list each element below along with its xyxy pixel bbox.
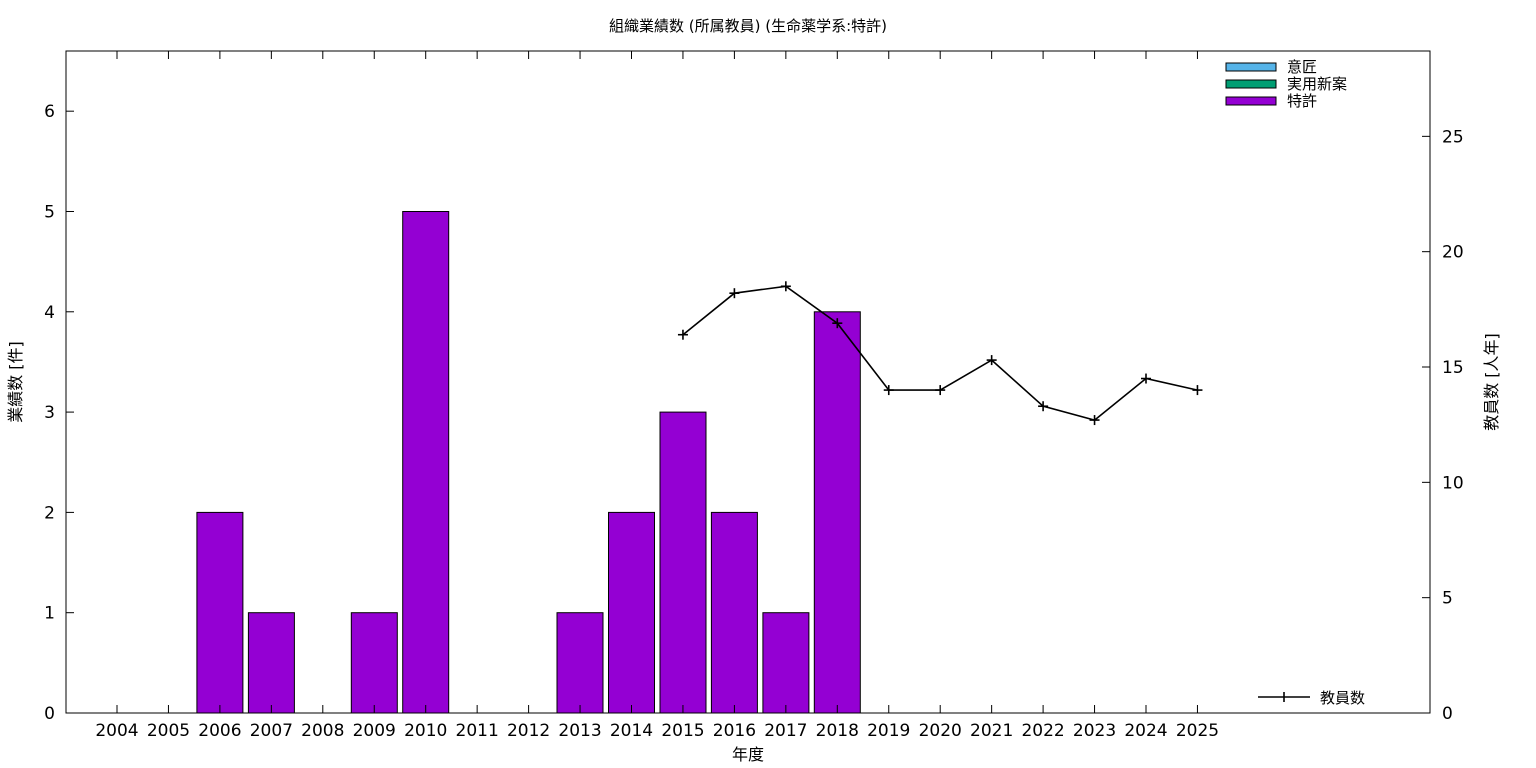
- chart-title: 組織業績数 (所属教員) (生命薬学系:特許): [609, 17, 887, 35]
- faculty-point-2015: [677, 329, 688, 340]
- x-tick-label-2023: 2023: [1073, 721, 1116, 741]
- x-tick-label-2009: 2009: [353, 721, 396, 741]
- y-tick-label-4: 4: [44, 303, 55, 323]
- x-tick-label-2015: 2015: [661, 721, 704, 741]
- y-tick-label-5: 5: [44, 202, 55, 222]
- faculty-point-2016: [729, 288, 740, 299]
- x-tick-label-2010: 2010: [404, 721, 447, 741]
- bars-layer: [196, 211, 861, 714]
- y2-tick-label-20: 20: [1442, 243, 1464, 263]
- line-layer: [677, 281, 1203, 426]
- y-tick-label-6: 6: [44, 102, 55, 122]
- x-tick-label-2016: 2016: [713, 721, 756, 741]
- legend-label-utility-model: 実用新案: [1287, 75, 1347, 93]
- faculty-line: [682, 285, 1198, 421]
- bar-2009: [350, 612, 398, 714]
- bar-2013: [556, 612, 604, 714]
- y2-tick-label-25: 25: [1442, 127, 1464, 147]
- faculty-point-2023: [1089, 415, 1100, 426]
- y-axis-label: 業績数 [件]: [6, 341, 25, 423]
- x-tick-label-2020: 2020: [919, 721, 962, 741]
- x-tick-label-2005: 2005: [147, 721, 190, 741]
- bar-2016: [710, 511, 758, 714]
- y2-tick-label-15: 15: [1442, 358, 1464, 378]
- y2-axis-label: 教員数 [人年]: [1482, 333, 1501, 431]
- legend-label-faculty: 教員数: [1320, 689, 1365, 707]
- legend: 意匠 実用新案 特許: [1225, 58, 1347, 110]
- bar-2017: [762, 612, 810, 714]
- x-tick-label-2022: 2022: [1021, 721, 1064, 741]
- x-tick-label-2012: 2012: [507, 721, 550, 741]
- x-tick-label-2018: 2018: [816, 721, 859, 741]
- legend-label-design: 意匠: [1287, 58, 1317, 76]
- bar-2015: [659, 411, 707, 714]
- x-tick-label-2008: 2008: [301, 721, 344, 741]
- bar-2018: [813, 311, 861, 714]
- legend-swatch-patent: [1225, 96, 1277, 106]
- legend-line: 教員数: [1258, 689, 1365, 707]
- legend-swatch-design: [1225, 62, 1277, 72]
- legend-swatch-utility-model: [1225, 79, 1277, 89]
- bar-2006: [196, 511, 244, 714]
- x-tick-label-2011: 2011: [456, 721, 499, 741]
- x-axis-label: 年度: [732, 745, 764, 764]
- faculty-point-2021: [986, 355, 997, 366]
- y2-tick-label-5: 5: [1442, 589, 1453, 609]
- plot-frame: [65, 50, 1431, 714]
- faculty-point-2024: [1141, 373, 1151, 384]
- axes-layer: [65, 50, 1431, 714]
- y2-tick-label-10: 10: [1442, 473, 1464, 493]
- x-tick-label-2024: 2024: [1124, 721, 1167, 741]
- x-tick-label-2013: 2013: [558, 721, 601, 741]
- x-tick-label-2021: 2021: [970, 721, 1013, 741]
- bar-2007: [247, 612, 295, 714]
- bar-2010: [402, 211, 450, 714]
- y-tick-label-2: 2: [44, 503, 55, 523]
- x-tick-label-2014: 2014: [610, 721, 653, 741]
- y-tick-label-0: 0: [44, 704, 55, 724]
- faculty-point-2017: [780, 281, 791, 292]
- y-tick-label-1: 1: [44, 604, 55, 624]
- y-tick-label-3: 3: [44, 403, 55, 423]
- faculty-point-2018: [832, 318, 843, 329]
- x-tick-label-2007: 2007: [250, 721, 293, 741]
- x-tick-label-2025: 2025: [1176, 721, 1219, 741]
- x-tick-label-2004: 2004: [95, 721, 138, 741]
- faculty-point-2019: [883, 385, 894, 396]
- y2-tick-label-0: 0: [1442, 704, 1453, 724]
- faculty-point-2025: [1192, 385, 1203, 396]
- legend-label-patent: 特許: [1287, 92, 1317, 110]
- faculty-point-2022: [1038, 401, 1049, 412]
- bar-2014: [608, 511, 655, 714]
- faculty-point-2020: [935, 385, 946, 396]
- x-tick-label-2017: 2017: [764, 721, 807, 741]
- x-tick-label-2006: 2006: [198, 721, 241, 741]
- x-tick-label-2019: 2019: [867, 721, 910, 741]
